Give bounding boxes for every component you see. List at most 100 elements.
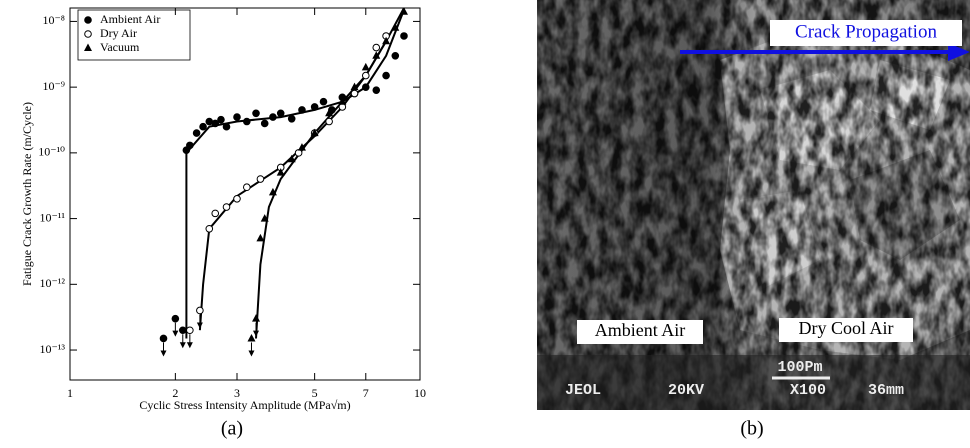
region-label: Ambient Air bbox=[595, 320, 686, 340]
x-tick-label: 2 bbox=[172, 386, 178, 400]
point bbox=[350, 89, 359, 98]
x-tick-label: 5 bbox=[312, 386, 318, 400]
threshold-arrow-head bbox=[248, 350, 255, 357]
point bbox=[205, 224, 214, 233]
threshold-arrow-head bbox=[253, 330, 260, 337]
y-tick-label: 10⁻¹³ bbox=[39, 342, 65, 356]
legend-label: Ambient Air bbox=[100, 12, 160, 26]
point bbox=[319, 97, 328, 106]
x-tick-label: 3 bbox=[234, 386, 240, 400]
point bbox=[310, 103, 319, 111]
point bbox=[211, 209, 220, 218]
point bbox=[287, 154, 296, 163]
point bbox=[211, 119, 220, 128]
point bbox=[298, 106, 306, 114]
sem-info: 36mm bbox=[868, 382, 904, 399]
point bbox=[310, 128, 319, 137]
point bbox=[233, 113, 241, 121]
plot-area: 1 2 3 5 7 10 10⁻¹³ 10⁻¹² 10⁻¹¹ 10⁻¹⁰ 10⁻⁹ 10⁻⁸ Ambie… bbox=[38, 7, 426, 400]
point bbox=[186, 326, 194, 335]
point bbox=[276, 109, 285, 118]
legend-label: Dry Air bbox=[100, 26, 137, 40]
x-tick-label: 10 bbox=[414, 386, 426, 400]
threshold-arrow-head bbox=[196, 322, 203, 329]
fit-curve bbox=[185, 9, 405, 339]
point bbox=[260, 214, 269, 222]
threshold-arrow-head bbox=[160, 350, 167, 357]
y-tick-label: 10⁻⁸ bbox=[42, 13, 65, 27]
label-box bbox=[577, 320, 703, 344]
point bbox=[256, 233, 265, 242]
plot-frame bbox=[69, 7, 421, 381]
point bbox=[256, 175, 265, 183]
point bbox=[350, 82, 359, 91]
point bbox=[222, 122, 231, 131]
point bbox=[268, 187, 277, 196]
point bbox=[186, 141, 194, 150]
x-tick-label: 7 bbox=[363, 386, 369, 400]
point bbox=[199, 122, 207, 131]
point bbox=[399, 7, 408, 15]
point bbox=[217, 115, 225, 124]
point bbox=[222, 203, 231, 211]
point bbox=[372, 51, 381, 59]
point bbox=[325, 108, 334, 117]
point bbox=[287, 114, 296, 123]
point bbox=[382, 36, 391, 45]
point bbox=[361, 62, 370, 71]
point bbox=[372, 86, 381, 94]
caption: (a) bbox=[221, 418, 243, 440]
y-tick-label: 10⁻¹¹ bbox=[39, 210, 65, 224]
legend-marker bbox=[84, 16, 92, 24]
threshold-arrow-head bbox=[186, 342, 193, 349]
threshold-arrow-head bbox=[172, 330, 179, 337]
point bbox=[233, 195, 241, 203]
legend-box bbox=[77, 9, 191, 61]
label-box bbox=[779, 318, 913, 342]
point bbox=[243, 183, 251, 192]
point bbox=[382, 71, 390, 80]
region-label: Dry Cool Air bbox=[798, 318, 893, 338]
sem-info: JEOL bbox=[565, 382, 601, 399]
legend-label: Vacuum bbox=[100, 40, 140, 54]
info-bar bbox=[537, 355, 970, 410]
point bbox=[252, 314, 261, 322]
y-tick-label: 10⁻⁹ bbox=[42, 79, 65, 93]
annotation-box bbox=[770, 20, 962, 46]
y-axis-label: Fatigue Crack Growth Rate (m/Cycle) bbox=[20, 102, 34, 286]
sem-image bbox=[537, 0, 970, 410]
point bbox=[269, 113, 277, 121]
point bbox=[361, 83, 370, 91]
point bbox=[361, 71, 370, 80]
legend-marker bbox=[84, 30, 92, 38]
point bbox=[391, 23, 400, 31]
caption: (b) bbox=[740, 418, 763, 440]
point bbox=[338, 97, 347, 105]
point bbox=[243, 117, 251, 126]
point bbox=[171, 314, 180, 323]
threshold-arrow-head bbox=[179, 342, 186, 349]
annotation: Crack Propagation bbox=[795, 21, 937, 42]
x-tick-label: 1 bbox=[67, 386, 73, 400]
legend-marker bbox=[84, 43, 92, 51]
y-tick-label: 10⁻¹² bbox=[39, 276, 65, 290]
y-tick-label: 10⁻¹⁰ bbox=[38, 145, 65, 159]
point bbox=[276, 168, 285, 176]
texture bbox=[537, 0, 970, 410]
sem-info: X100 bbox=[790, 382, 826, 399]
point bbox=[196, 306, 204, 315]
point bbox=[400, 32, 408, 40]
scale-label: 100Pm bbox=[777, 359, 822, 376]
point bbox=[372, 43, 381, 52]
x-axis-label: Cyclic Stress Intensity Amplitude (MPa√m… bbox=[139, 398, 350, 412]
point bbox=[325, 117, 333, 126]
point bbox=[391, 51, 400, 60]
point bbox=[247, 333, 256, 342]
point bbox=[252, 109, 260, 118]
point bbox=[192, 129, 201, 137]
point bbox=[297, 143, 306, 151]
sem-info: 20KV bbox=[668, 382, 704, 399]
point bbox=[178, 326, 187, 335]
point bbox=[260, 119, 269, 128]
